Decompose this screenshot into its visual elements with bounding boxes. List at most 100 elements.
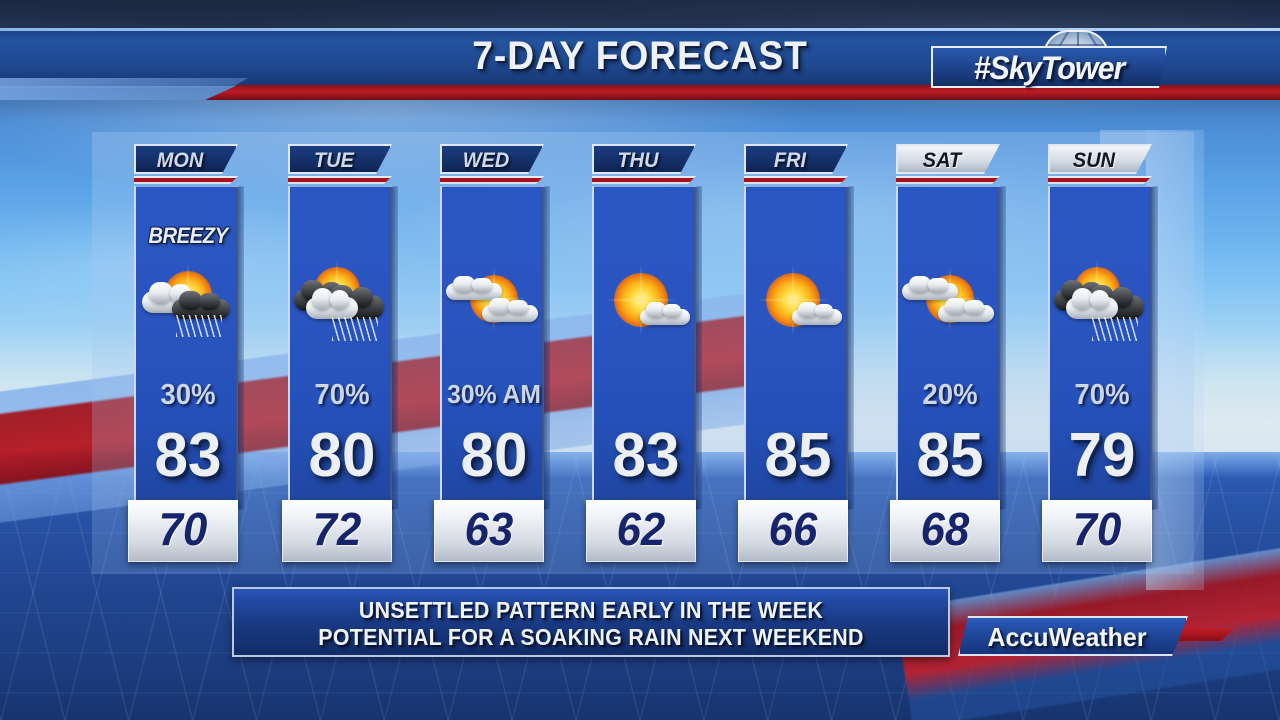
sun-ray-icon [605,298,677,302]
precip-chance-label: 20% [922,379,978,411]
sun-ray-icon [757,298,829,302]
day-name-label: SUN [1072,149,1116,172]
cloud-icon [488,297,512,314]
day-column-body: 85 [744,186,848,510]
forecast-day-column[interactable]: THU 83 [592,144,696,510]
accuweather-label: AccuWeather [987,622,1147,652]
day-column-body: BREEZY 30% 83 [134,186,238,510]
title-bar-highlight [0,28,1280,31]
day-header-sat[interactable]: SAT [896,144,1000,174]
title-bar-red-stripe [205,85,1280,100]
day-column-body: 83 [592,186,696,510]
day-header-fri[interactable]: FRI [744,144,848,174]
forecast-day-column[interactable]: MON BREEZY 30% 83 [134,144,238,510]
cloud-icon [663,303,681,318]
day-column-body: 20% 85 [896,186,1000,510]
forecast-day-column[interactable]: TUE 70% 80 [288,144,392,510]
low-temp-value: 72 [312,503,362,555]
day-header-thu[interactable]: THU [592,144,696,174]
rain-streaks-icon [332,317,378,341]
dark-cloud-icon [198,292,220,310]
cloud-icon [329,289,349,309]
title-bar-left-wedge [0,78,248,100]
cloud-icon [452,275,476,292]
day-name-label: MON [156,149,204,172]
low-temp-value: 66 [768,503,818,555]
day-header-red-rule [440,176,544,184]
day-column-body: 70% 80 [288,186,392,510]
day-header-red-rule [288,176,392,184]
high-temp-value: 80 [460,421,528,490]
low-temp-box: 70 [128,500,238,562]
cloud-icon [312,287,334,309]
low-temp-box: 72 [282,500,392,562]
day-header-red-rule [134,176,238,184]
precip-chance-label: 70% [314,379,370,411]
low-temp-box: 62 [586,500,696,562]
banner-line-2: POTENTIAL FOR A SOAKING RAIN NEXT WEEKEN… [318,624,864,650]
sun-behind-clouds-icon [444,265,544,343]
day-header-red-rule [1048,176,1152,184]
day-column-body: 30% AM 80 [440,186,544,510]
cloud-icon [908,275,932,292]
day-header-red-rule [896,176,1000,184]
accuweather-plate [958,616,1188,656]
banner-line-1: UNSETTLED PATTERN EARLY IN THE WEEK [358,597,824,623]
precip-chance-label: 70% [1074,379,1130,411]
mostly-sunny-icon [748,264,848,343]
sun-behind-clouds-icon [900,265,1000,343]
forecast-day-column[interactable]: FRI 85 [744,144,848,510]
low-temp-value: 68 [920,503,970,555]
high-temp-value: 80 [308,421,376,490]
low-temp-value: 70 [1072,503,1122,555]
forecast-day-column[interactable]: WED 30% AM 80 [440,144,544,510]
low-temp-box: 63 [434,500,544,562]
cloud-icon [1089,289,1109,309]
high-temp-value: 85 [916,421,984,490]
cloud-icon [815,303,833,318]
cloud-icon [507,299,528,314]
condition-tag-label: BREEZY [148,223,228,248]
day-header-red-rule [744,176,848,184]
high-temp-value: 83 [612,421,680,490]
day-header-sun[interactable]: SUN [1048,144,1152,174]
cloud-icon [1072,287,1094,309]
skytower-logo-plate [931,46,1167,88]
cloud-icon [646,302,666,318]
day-name-label: THU [617,149,659,172]
rain-streaks-icon [176,315,222,337]
forecast-day-column[interactable]: SUN 70% 79 [1048,144,1152,510]
forecast-summary-banner: UNSETTLED PATTERN EARLY IN THE WEEK POTE… [232,587,950,657]
forecast-day-column[interactable]: SAT 20% 85 [896,144,1000,510]
day-header-tue[interactable]: TUE [288,144,392,174]
low-temp-value: 70 [158,503,208,555]
accuweather-badge[interactable]: AccuWeather [958,616,1235,656]
day-header-wed[interactable]: WED [440,144,544,174]
day-name-label: SAT [922,149,962,172]
high-temp-value: 79 [1068,421,1136,490]
cloud-icon [149,281,174,303]
sun-behind-storm-cloud-rain-icon [292,258,392,343]
day-name-label: TUE [314,149,354,172]
sun-behind-storm-cloud-rain-icon [1052,258,1152,343]
skytower-logo[interactable]: #SkyTower [925,30,1175,88]
day-header-red-rule [592,176,696,184]
day-header-mon[interactable]: MON [134,144,238,174]
skytower-logo-label: #SkyTower [973,50,1126,86]
low-temp-box: 66 [738,500,848,562]
cloud-icon [963,299,984,314]
page-title: 7-DAY FORECAST [472,34,808,78]
precip-chance-label: 30% AM [447,379,541,409]
low-temp-box: 70 [1042,500,1152,562]
rain-streaks-icon [1092,317,1138,341]
day-name-label: WED [462,149,510,172]
high-temp-value: 85 [764,421,832,490]
day-column-body: 70% 79 [1048,186,1152,510]
sun-behind-rain-cloud-icon [138,262,238,343]
precip-chance-label: 30% [160,379,216,411]
cloud-icon [471,277,492,292]
dark-cloud-icon [178,290,203,310]
cloud-icon [944,297,968,314]
